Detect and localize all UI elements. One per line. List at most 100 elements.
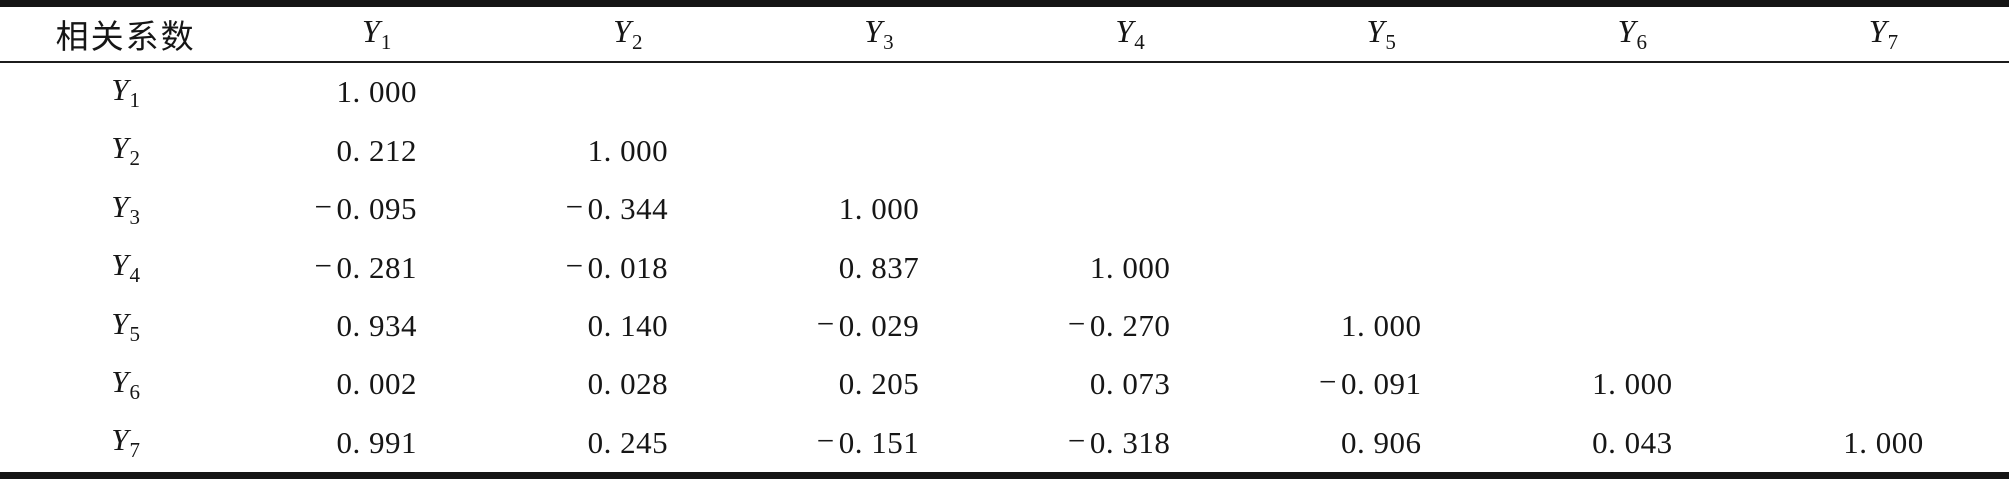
table-cell: 1. 000 [502, 122, 753, 180]
table-cell: 0. 140 [502, 297, 753, 355]
variable-subscript: 6 [1636, 30, 1647, 54]
variable-subscript: 5 [1385, 30, 1396, 54]
table-body: Y1 1. 000 Y2 0. 212 1. 000 Y3 −0. 095 −0. 344 1.… [0, 62, 2009, 472]
table-cell [1507, 297, 1758, 355]
table-cell: 1. 000 [251, 62, 502, 122]
minus-sign: − [314, 189, 333, 225]
row-label-Y5: Y5 [0, 297, 251, 355]
correlation-value: 0. 906 [1340, 424, 1422, 460]
variable-subscript: 7 [1887, 30, 1899, 54]
variable-subscript: 4 [129, 263, 140, 288]
column-header-Y6: Y6 [1506, 7, 1758, 63]
table-cell [1758, 62, 2009, 122]
table-cell [1507, 122, 1758, 180]
correlation-value: 0. 140 [587, 308, 669, 344]
correlation-value: −0. 029 [816, 306, 920, 344]
variable-subscript: 2 [631, 30, 643, 54]
table-top-rule [0, 0, 2009, 7]
correlation-value: 0. 205 [838, 366, 920, 402]
correlation-value: 0. 073 [1089, 366, 1171, 402]
table-cell [1758, 122, 2009, 180]
table-cell: −0. 029 [753, 297, 1004, 355]
minus-sign: − [1067, 422, 1086, 458]
table-cell [1005, 122, 1256, 180]
row-label-Y2: Y2 [0, 122, 251, 180]
table-cell [1507, 62, 1758, 122]
variable-name: Y1 [111, 71, 140, 112]
variable-subscript: 3 [883, 30, 894, 54]
correlation-value: 1. 000 [587, 132, 669, 168]
variable-subscript: 7 [129, 438, 140, 463]
table-cell: −0. 318 [1005, 414, 1256, 472]
table-cell: 0. 991 [251, 414, 502, 472]
correlation-value: 0. 043 [1592, 424, 1673, 460]
table-cell: 0. 934 [251, 297, 502, 355]
table-cell: 1. 000 [1005, 239, 1256, 297]
table-row-Y7: Y7 0. 991 0. 245 −0. 151 −0. 318 0. 906 0. 043… [0, 414, 2009, 472]
correlation-value: 1. 000 [1843, 424, 1924, 460]
table-cell: 1. 000 [1256, 297, 1507, 355]
minus-sign: − [1318, 364, 1337, 400]
table-cell: −0. 344 [502, 180, 753, 238]
row-label-Y4: Y4 [0, 239, 251, 297]
table-cell: 0. 205 [753, 355, 1004, 413]
variable-name: Y3 [111, 188, 140, 229]
corner-header-label: 相关系数 [0, 7, 252, 63]
column-header-Y5: Y5 [1255, 7, 1507, 63]
column-header-Y4: Y4 [1004, 7, 1256, 63]
table-cell [753, 122, 1004, 180]
correlation-value: 1. 000 [1340, 308, 1422, 344]
minus-sign: − [816, 422, 835, 458]
correlation-value: 0. 212 [336, 132, 417, 168]
table-cell: 0. 212 [251, 122, 502, 180]
table-cell: 0. 837 [753, 239, 1004, 297]
table-cell: 1. 000 [753, 180, 1004, 238]
table-cell: 1. 000 [1507, 355, 1758, 413]
variable-name: Y2 [111, 130, 140, 171]
variable-subscript: 3 [129, 204, 140, 229]
table-cell [1005, 180, 1256, 238]
table-cell: 0. 245 [502, 414, 753, 472]
variable-name: Y5 [111, 305, 140, 346]
correlation-value: −0. 281 [314, 247, 417, 285]
table-row-Y3: Y3 −0. 095 −0. 344 1. 000 [0, 180, 2009, 238]
table-cell [1256, 122, 1507, 180]
correlation-value: 0. 028 [587, 366, 669, 402]
variable-subscript: 6 [129, 379, 140, 404]
table-cell: −0. 281 [251, 239, 502, 297]
table-cell: 0. 028 [502, 355, 753, 413]
variable-name: Y6 [111, 363, 140, 404]
correlation-value: 1. 000 [336, 74, 417, 110]
table-cell [1758, 180, 2009, 238]
correlation-value: 0. 245 [587, 424, 669, 460]
table-cell: 1. 000 [1758, 414, 2009, 472]
column-header-Y2: Y2 [502, 7, 754, 63]
table-cell [753, 62, 1004, 122]
table-cell: −0. 018 [502, 239, 753, 297]
variable-name: Y6 [1617, 13, 1647, 54]
table-cell: 0. 002 [251, 355, 502, 413]
row-label-Y6: Y6 [0, 355, 251, 413]
table-row-Y2: Y2 0. 212 1. 000 [0, 122, 2009, 180]
variable-name: Y7 [1868, 13, 1899, 54]
correlation-value: −0. 270 [1067, 306, 1171, 344]
variable-name: Y4 [111, 247, 140, 288]
minus-sign: − [816, 306, 835, 342]
correlation-value: −0. 318 [1067, 422, 1171, 460]
table-cell [1758, 355, 2009, 413]
variable-subscript: 1 [380, 30, 392, 54]
variable-subscript: 1 [129, 87, 140, 112]
column-header-Y3: Y3 [753, 7, 1005, 63]
table-cell [1507, 239, 1758, 297]
variable-name: Y3 [864, 13, 894, 54]
correlation-value: −0. 095 [314, 189, 417, 227]
table-cell: 0. 906 [1256, 414, 1507, 472]
table-bottom-rule [0, 472, 2009, 479]
row-label-Y3: Y3 [0, 180, 251, 238]
variable-name: Y1 [362, 13, 392, 54]
correlation-value: −0. 344 [565, 189, 669, 227]
table-row-Y5: Y5 0. 934 0. 140 −0. 029 −0. 270 1. 000 [0, 297, 2009, 355]
table-row-Y6: Y6 0. 002 0. 028 0. 205 0. 073 −0. 091 1. 000 [0, 355, 2009, 413]
correlation-value: 1. 000 [1089, 249, 1171, 285]
table-cell: −0. 151 [753, 414, 1004, 472]
